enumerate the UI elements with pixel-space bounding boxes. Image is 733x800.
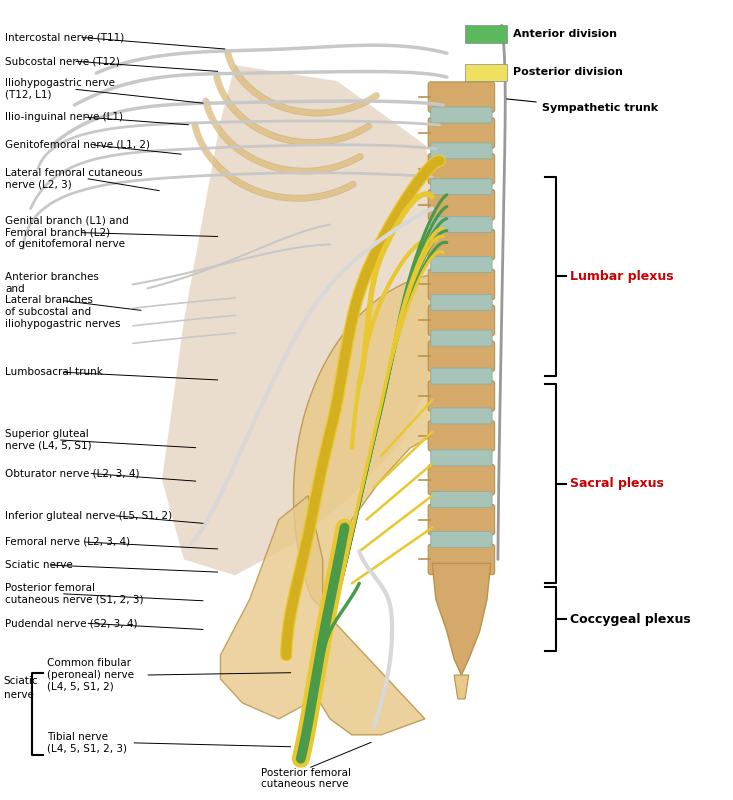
FancyBboxPatch shape	[428, 82, 495, 112]
Polygon shape	[221, 496, 323, 719]
FancyBboxPatch shape	[431, 217, 492, 233]
Text: Sympathetic trunk: Sympathetic trunk	[507, 99, 658, 114]
Text: nerve: nerve	[4, 690, 34, 700]
Text: Coccygeal plexus: Coccygeal plexus	[570, 613, 690, 626]
FancyBboxPatch shape	[428, 505, 495, 534]
Text: Sacral plexus: Sacral plexus	[570, 478, 663, 490]
FancyBboxPatch shape	[431, 330, 492, 346]
FancyBboxPatch shape	[431, 368, 492, 384]
FancyBboxPatch shape	[428, 190, 495, 220]
FancyBboxPatch shape	[428, 270, 495, 299]
Text: Lumbosacral trunk: Lumbosacral trunk	[5, 367, 103, 377]
FancyBboxPatch shape	[465, 63, 507, 81]
FancyBboxPatch shape	[428, 118, 495, 148]
Text: Intercostal nerve (T11): Intercostal nerve (T11)	[5, 32, 125, 42]
Polygon shape	[293, 275, 468, 735]
Text: Femoral nerve (L2, 3, 4): Femoral nerve (L2, 3, 4)	[5, 537, 130, 547]
Text: Subcostal nerve (T12): Subcostal nerve (T12)	[5, 56, 120, 66]
Text: Common fibular
(peroneal) nerve
(L4, 5, S1, 2): Common fibular (peroneal) nerve (L4, 5, …	[47, 658, 133, 692]
FancyBboxPatch shape	[428, 381, 495, 411]
Text: Superior gluteal
nerve (L4, 5, S1): Superior gluteal nerve (L4, 5, S1)	[5, 429, 92, 450]
FancyBboxPatch shape	[431, 294, 492, 310]
FancyBboxPatch shape	[428, 305, 495, 335]
FancyBboxPatch shape	[428, 544, 495, 574]
Text: Inferior gluteal nerve (L5, S1, 2): Inferior gluteal nerve (L5, S1, 2)	[5, 510, 172, 521]
FancyBboxPatch shape	[431, 257, 492, 273]
Text: Tibial nerve
(L4, 5, S1, 2, 3): Tibial nerve (L4, 5, S1, 2, 3)	[47, 732, 127, 754]
FancyBboxPatch shape	[431, 450, 492, 466]
Text: Posterior division: Posterior division	[513, 67, 623, 78]
FancyBboxPatch shape	[431, 143, 492, 159]
FancyBboxPatch shape	[428, 421, 495, 451]
FancyBboxPatch shape	[431, 408, 492, 424]
Text: Posterior femoral
cutaneous nerve: Posterior femoral cutaneous nerve	[261, 768, 350, 790]
Text: Sciatic: Sciatic	[4, 676, 38, 686]
Text: Genitofemoral nerve (L1, 2): Genitofemoral nerve (L1, 2)	[5, 140, 150, 150]
Polygon shape	[432, 563, 490, 675]
Text: Anterior branches
and
Lateral branches
of subcostal and
iliohypogastric nerves: Anterior branches and Lateral branches o…	[5, 272, 120, 329]
Text: Lateral femoral cutaneous
nerve (L2, 3): Lateral femoral cutaneous nerve (L2, 3)	[5, 167, 143, 189]
FancyBboxPatch shape	[431, 492, 492, 508]
FancyBboxPatch shape	[431, 531, 492, 547]
FancyBboxPatch shape	[428, 154, 495, 184]
Text: Lumbar plexus: Lumbar plexus	[570, 270, 673, 283]
Polygon shape	[162, 65, 454, 575]
Text: Anterior division: Anterior division	[513, 29, 617, 39]
Text: Posterior femoral
cutaneous nerve (S1, 2, 3): Posterior femoral cutaneous nerve (S1, 2…	[5, 583, 144, 605]
FancyBboxPatch shape	[431, 178, 492, 194]
Text: Iliohypogastric nerve
(T12, L1): Iliohypogastric nerve (T12, L1)	[5, 78, 115, 100]
FancyBboxPatch shape	[431, 107, 492, 123]
FancyBboxPatch shape	[465, 26, 507, 43]
Text: Ilio-inguinal nerve (L1): Ilio-inguinal nerve (L1)	[5, 112, 123, 122]
FancyBboxPatch shape	[428, 465, 495, 495]
Text: Obturator nerve (L2, 3, 4): Obturator nerve (L2, 3, 4)	[5, 468, 139, 478]
Polygon shape	[454, 675, 468, 699]
Text: Pudendal nerve (S2, 3, 4): Pudendal nerve (S2, 3, 4)	[5, 618, 138, 628]
FancyBboxPatch shape	[428, 341, 495, 371]
Text: Sciatic nerve: Sciatic nerve	[5, 560, 73, 570]
Text: Genital branch (L1) and
Femoral branch (L2)
of genitofemoral nerve: Genital branch (L1) and Femoral branch (…	[5, 216, 129, 249]
FancyBboxPatch shape	[428, 230, 495, 260]
